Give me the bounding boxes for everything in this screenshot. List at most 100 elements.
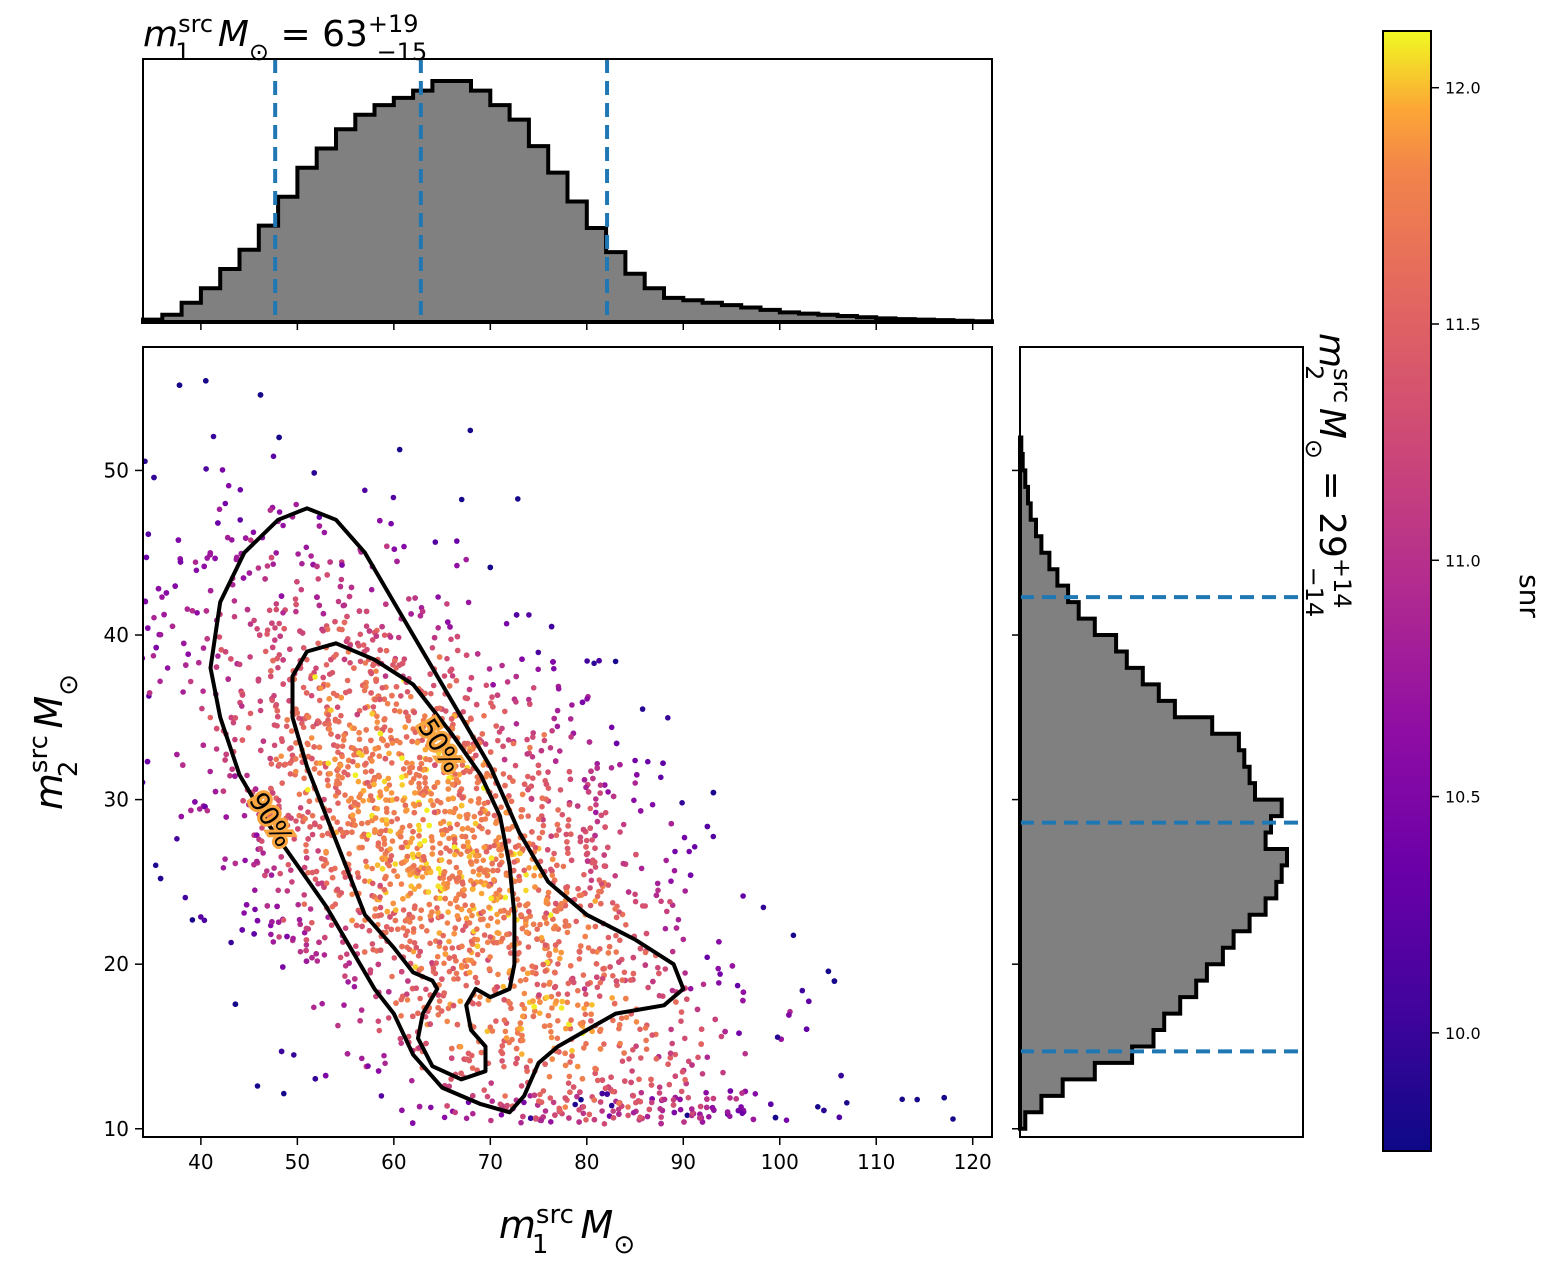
- scatter-point: [314, 563, 320, 570]
- scatter-point: [378, 1093, 385, 1099]
- scatter-point: [418, 965, 425, 972]
- scatter-point: [534, 926, 540, 932]
- scatter-point: [616, 1111, 622, 1117]
- scatter-point: [110, 650, 116, 656]
- scatter-point: [393, 701, 400, 707]
- scatter-point: [387, 857, 394, 863]
- scatter-point: [696, 1115, 703, 1121]
- scatter-point: [488, 855, 495, 861]
- scatter-point: [577, 1089, 583, 1095]
- scatter-point: [592, 864, 599, 870]
- scatter-point: [402, 802, 409, 809]
- scatter-point: [359, 844, 365, 851]
- scatter-point: [351, 725, 358, 732]
- scatter-point: [466, 947, 473, 953]
- scatter-point: [408, 779, 415, 786]
- m2-histogram: [1018, 435, 1289, 1131]
- scatter-point: [644, 1113, 651, 1120]
- scatter-point: [305, 786, 311, 793]
- scatter-point: [308, 553, 314, 559]
- scatter-point: [458, 962, 465, 969]
- scatter-point: [128, 578, 134, 584]
- scatter-point: [303, 942, 310, 948]
- colorbar-gradient: [1382, 30, 1432, 1152]
- scatter-point: [493, 1018, 499, 1024]
- scatter-point: [432, 762, 438, 768]
- scatter-point: [442, 945, 449, 952]
- scatter-point: [545, 889, 552, 896]
- contour-0: [290, 641, 517, 1082]
- scatter-point: [569, 1047, 575, 1054]
- scatter-point: [174, 751, 180, 758]
- scatter-point: [248, 537, 254, 543]
- scatter-point: [774, 1034, 781, 1040]
- y-tick-label: 10: [104, 1117, 129, 1141]
- scatter-point: [543, 994, 550, 1001]
- scatter-point: [535, 666, 541, 673]
- scatter-point: [593, 961, 600, 967]
- scatter-point: [660, 760, 666, 766]
- scatter-point: [472, 974, 479, 981]
- scatter-point: [215, 520, 221, 526]
- scatter-point: [710, 1095, 717, 1102]
- scatter-point: [451, 836, 458, 843]
- scatter-point: [305, 926, 312, 932]
- scatter-point: [458, 496, 465, 503]
- scatter-point: [371, 777, 378, 783]
- scatter-point: [387, 881, 394, 887]
- scatter-point: [228, 656, 234, 662]
- scatter-point: [377, 647, 384, 653]
- scatter-point: [487, 564, 494, 571]
- scatter-point: [350, 817, 357, 823]
- scatter-point: [407, 765, 413, 771]
- scatter-point: [408, 611, 414, 617]
- scatter-point: [199, 705, 205, 712]
- scatter-point: [540, 1088, 547, 1094]
- scatter-point: [543, 920, 550, 927]
- scatter-point: [73, 571, 79, 577]
- scatter-point: [404, 807, 410, 813]
- scatter-point: [519, 791, 526, 798]
- scatter-point: [441, 990, 448, 996]
- scatter-point: [369, 880, 376, 887]
- scatter-point: [605, 882, 612, 888]
- scatter-point: [580, 1110, 587, 1117]
- scatter-point: [368, 690, 374, 696]
- scatter-point: [396, 708, 403, 715]
- top-histogram-panel: [141, 58, 994, 330]
- scatter-point: [232, 860, 239, 867]
- scatter-point: [219, 467, 226, 473]
- scatter-point: [362, 769, 369, 775]
- scatter-point: [346, 593, 353, 600]
- scatter-point: [361, 687, 368, 694]
- scatter-point: [716, 980, 722, 986]
- scatter-point: [625, 1112, 631, 1119]
- scatter-point: [324, 777, 331, 783]
- scatter-point: [267, 810, 274, 816]
- scatter-point: [367, 967, 374, 973]
- scatter-point: [314, 958, 321, 964]
- scatter-point: [327, 559, 333, 565]
- scatter-point: [511, 983, 517, 989]
- scatter-point: [434, 798, 441, 804]
- scatter-point: [704, 1054, 711, 1060]
- scatter-point: [542, 942, 549, 948]
- scatter-point: [449, 781, 456, 788]
- scatter-point: [655, 964, 661, 971]
- scatter-point: [273, 550, 280, 556]
- scatter-point: [288, 815, 294, 821]
- scatter-point: [664, 908, 670, 915]
- scatter-point: [633, 1099, 639, 1106]
- scatter-point: [345, 772, 351, 778]
- scatter-point: [691, 844, 698, 850]
- scatter-point: [382, 673, 389, 679]
- scatter-point: [530, 734, 536, 740]
- scatter-point: [342, 925, 349, 931]
- scatter-point: [466, 686, 473, 693]
- scatter-point: [616, 959, 622, 965]
- scatter-point: [552, 907, 558, 914]
- scatter-point: [689, 1062, 695, 1068]
- scatter-point: [247, 654, 253, 660]
- scatter-point: [270, 453, 277, 460]
- scatter-point: [510, 778, 516, 784]
